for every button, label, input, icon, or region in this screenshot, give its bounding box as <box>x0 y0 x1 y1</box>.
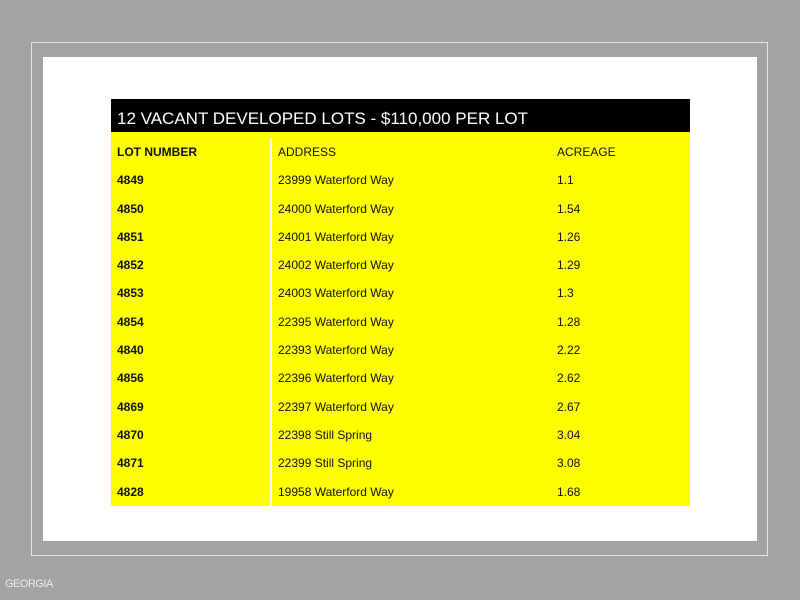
table-row: 4871 22399 Still Spring 3.08 <box>111 449 690 478</box>
address-cell: 22393 Waterford Way <box>278 343 394 358</box>
address-cell: 24000 Waterford Way <box>278 201 394 216</box>
photo-frame <box>31 42 768 556</box>
table-row: 4840 22393 Waterford Way 2.22 <box>111 336 690 365</box>
address-cell: 22396 Waterford Way <box>278 371 394 386</box>
acreage-cell: 3.04 <box>557 427 581 442</box>
table-row: 4854 22395 Waterford Way 1.28 <box>111 307 690 337</box>
lot-number-cell: 4869 <box>111 392 272 421</box>
acreage-cell: 2.67 <box>557 399 581 414</box>
address-cell: 24001 Waterford Way <box>278 229 394 244</box>
lot-number-cell: 4870 <box>111 420 272 450</box>
acreage-cell: 1.3 <box>557 286 574 301</box>
lot-number-cell: 4854 <box>111 307 272 337</box>
address-cell: 22397 Waterford Way <box>278 399 394 414</box>
table-row: 4851 24001 Waterford Way 1.26 <box>111 222 690 252</box>
acreage-cell: 1.29 <box>557 258 581 273</box>
table-row: 4852 24002 Waterford Way 1.29 <box>111 251 690 280</box>
acreage-cell: 1.26 <box>557 229 581 244</box>
header-address: ADDRESS <box>278 145 337 159</box>
lot-number-cell: 4840 <box>111 336 272 365</box>
table-row: 4869 22397 Waterford Way 2.67 <box>111 392 690 421</box>
acreage-cell: 1.54 <box>557 201 581 216</box>
address-cell: 24003 Waterford Way <box>278 286 394 301</box>
table-row: 4828 19958 Waterford Way 1.68 <box>111 477 690 506</box>
lots-table: 12 VACANT DEVELOPED LOTS - $110,000 PER … <box>111 99 690 506</box>
table-row: 4853 24003 Waterford Way 1.3 <box>111 279 690 308</box>
address-cell: 23999 Waterford Way <box>278 173 394 188</box>
header-acreage: ACREAGE <box>557 145 616 159</box>
lot-number-cell: 4853 <box>111 279 272 308</box>
table-row: 4856 22396 Waterford Way 2.62 <box>111 364 690 393</box>
lot-number-cell: 4856 <box>111 364 272 393</box>
table-title: 12 VACANT DEVELOPED LOTS - $110,000 PER … <box>111 99 690 132</box>
address-cell: 24002 Waterford Way <box>278 258 394 273</box>
acreage-cell: 1.1 <box>557 173 574 188</box>
acreage-cell: 1.68 <box>557 484 581 499</box>
lot-number-cell: 4849 <box>111 166 272 195</box>
lot-number-cell: 4828 <box>111 477 272 506</box>
address-cell: 19958 Waterford Way <box>278 484 394 499</box>
lot-number-cell: 4850 <box>111 194 272 223</box>
table-row: 4849 23999 Waterford Way 1.1 <box>111 166 690 195</box>
georgia-logo: GEORGIA <box>5 578 53 590</box>
table-row: 4870 22398 Still Spring 3.04 <box>111 420 690 450</box>
header-lot-number: LOT NUMBER <box>111 138 272 167</box>
lot-number-cell: 4851 <box>111 222 272 252</box>
address-cell: 22395 Waterford Way <box>278 314 394 329</box>
table-header-row: LOT NUMBER ADDRESS ACREAGE <box>111 138 690 167</box>
address-cell: 22399 Still Spring <box>278 456 373 471</box>
lot-number-cell: 4871 <box>111 449 272 478</box>
lot-number-cell: 4852 <box>111 251 272 280</box>
table-row: 4850 24000 Waterford Way 1.54 <box>111 194 690 223</box>
acreage-cell: 1.28 <box>557 314 581 329</box>
acreage-cell: 2.22 <box>557 343 581 358</box>
table-body: LOT NUMBER ADDRESS ACREAGE 4849 23999 Wat… <box>111 132 690 506</box>
address-cell: 22398 Still Spring <box>278 427 373 442</box>
acreage-cell: 3.08 <box>557 456 581 471</box>
acreage-cell: 2.62 <box>557 371 581 386</box>
